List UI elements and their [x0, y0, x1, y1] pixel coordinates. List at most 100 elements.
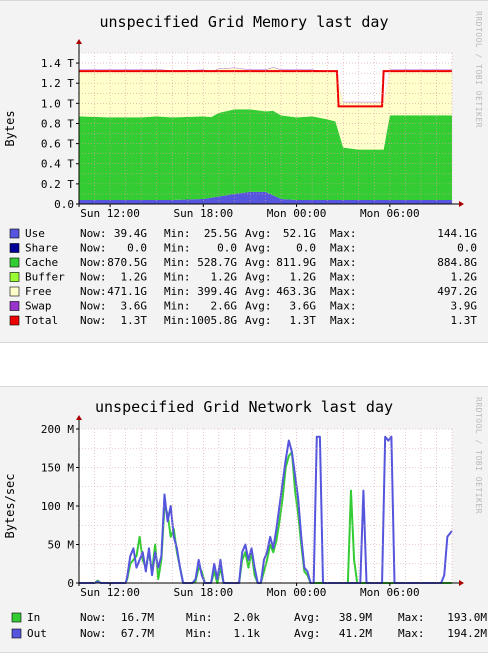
legend-name: Buffer [25, 271, 65, 284]
x-tick-label: Mon 00:00 [267, 586, 327, 599]
legend-now-label: Now: [80, 611, 107, 624]
legend-name: Out [27, 627, 47, 640]
x-axis-arrow [459, 580, 464, 586]
legend-max-label: Max: [330, 314, 357, 327]
y-tick-label: 0 [67, 577, 74, 590]
legend-avg-label: Avg: [294, 627, 321, 640]
legend-now-value: 1.2G [121, 271, 148, 284]
legend-min-value: 1.2G [211, 271, 238, 284]
legend-avg-value: 38.9M [339, 611, 372, 624]
legend-avg-value: 1.3T [290, 314, 317, 327]
data-layer [79, 67, 452, 204]
x-tick-label: Sun 12:00 [80, 207, 140, 220]
legend-avg-label: Avg: [294, 611, 321, 624]
y-axis-arrow [76, 415, 82, 420]
legend-now-label: Now: [80, 314, 107, 327]
legend-max-value: 3.9G [451, 300, 478, 313]
legend-avg-label: Avg: [245, 300, 272, 313]
legend-max-label: Max: [330, 300, 357, 313]
legend-name: Free [25, 285, 52, 298]
legend-min-label: Min: [164, 227, 191, 240]
y-tick-label: 0.2 T [41, 178, 74, 191]
y-tick-label: 50 M [48, 539, 75, 552]
axes [76, 39, 464, 207]
series-out-line [79, 435, 453, 584]
legend-min-label: Min: [164, 242, 191, 255]
legend-avg-value: 0.0 [296, 242, 316, 255]
rrdtool-watermark: RRDTOOL / TOBI OETIKER [474, 11, 483, 128]
legend-max-label: Max: [330, 256, 357, 269]
legend-min-label: Min: [164, 256, 191, 269]
legend-max-value: 193.0M [447, 611, 487, 624]
legend-min-value: 2.0k [234, 611, 261, 624]
legend-swatch-in [11, 612, 22, 623]
memory-graph: unspecified Grid Memory last day RRDTOOL … [3, 11, 483, 327]
legend-max-label: Max: [398, 627, 425, 640]
legend-now-label: Now: [80, 300, 107, 313]
legend-now-label: Now: [80, 627, 107, 640]
y-tick-label: 200 M [41, 423, 74, 436]
legend-min-value: 1.1k [234, 627, 261, 640]
legend-avg-label: Avg: [245, 314, 272, 327]
y-tick-label: 1.2 T [41, 77, 74, 90]
y-tick-label: 0.4 T [41, 158, 74, 171]
legend-now-label: Now: [80, 227, 107, 240]
legend-avg-label: Avg: [245, 271, 272, 284]
legend-swatch-use [9, 228, 20, 239]
y-axis-arrow [76, 39, 82, 44]
x-tick-label: Mon 06:00 [360, 207, 420, 220]
legend-now-value: 0.0 [127, 242, 147, 255]
network-graph: unspecified Grid Network last day RRDTOOL… [3, 397, 487, 640]
legend-max-value: 144.1G [437, 227, 477, 240]
grid [79, 428, 453, 583]
legend-now-label: Now: [80, 242, 107, 255]
x-tick-label: Sun 12:00 [80, 586, 140, 599]
legend-avg-label: Avg: [245, 256, 272, 269]
legend-now-label: Now: [80, 285, 107, 298]
legend-max-label: Max: [330, 227, 357, 240]
y-tick-label: 1.4 T [41, 57, 74, 70]
legend-now-value: 1.3T [121, 314, 148, 327]
legend-max-value: 0.0 [457, 242, 477, 255]
y-tick-label: 1.0 T [41, 97, 74, 110]
legend-max-value: 1.2G [451, 271, 478, 284]
chart-title: unspecified Grid Network last day [95, 398, 393, 416]
x-tick-label: Mon 06:00 [360, 586, 420, 599]
series-cache-area [79, 109, 452, 200]
legend-max-label: Max: [330, 285, 357, 298]
legend-name: Total [25, 314, 58, 327]
legend-swatch-share [9, 243, 20, 253]
legend-avg-value: 811.9G [276, 256, 316, 269]
legend-swatch-buffer [9, 272, 20, 282]
legend-swatch-out [11, 628, 22, 639]
legend-min-label: Min: [186, 627, 213, 640]
legend-name: Share [25, 242, 58, 255]
legend-now-value: 471.1G [107, 285, 147, 298]
legend-avg-label: Avg: [245, 285, 272, 298]
legend-avg-value: 3.6G [290, 300, 317, 313]
legend-max-value: 497.2G [437, 285, 477, 298]
legend-now-value: 39.4G [114, 227, 147, 240]
x-axis-arrow [459, 201, 464, 207]
legend-min-label: Min: [164, 285, 191, 298]
legend-max-value: 1.3T [451, 314, 478, 327]
legend-min-label: Min: [164, 314, 191, 327]
y-tick-label: 0.6 T [41, 138, 74, 151]
legend-max-label: Max: [330, 271, 357, 284]
legend-swatch-total [9, 315, 20, 326]
memory-graph-panel: unspecified Grid Memory last day RRDTOOL … [0, 0, 488, 343]
legend-avg-value: 463.3G [276, 285, 316, 298]
legend-swatch-swap [9, 301, 20, 311]
grid [79, 52, 453, 204]
y-tick-label: 100 M [41, 500, 74, 513]
legend-min-value: 1005.8G [191, 314, 237, 327]
legend-swatch-free [9, 286, 20, 297]
legend-now-label: Now: [80, 271, 107, 284]
legend-min-value: 0.0 [217, 242, 237, 255]
legend-avg-value: 52.1G [283, 227, 316, 240]
y-tick-label: 0.0 [54, 198, 74, 211]
legend-now-value: 67.7M [121, 627, 154, 640]
legend-min-value: 2.6G [211, 300, 238, 313]
legend-now-label: Now: [80, 256, 107, 269]
legend-min-value: 25.5G [204, 227, 237, 240]
